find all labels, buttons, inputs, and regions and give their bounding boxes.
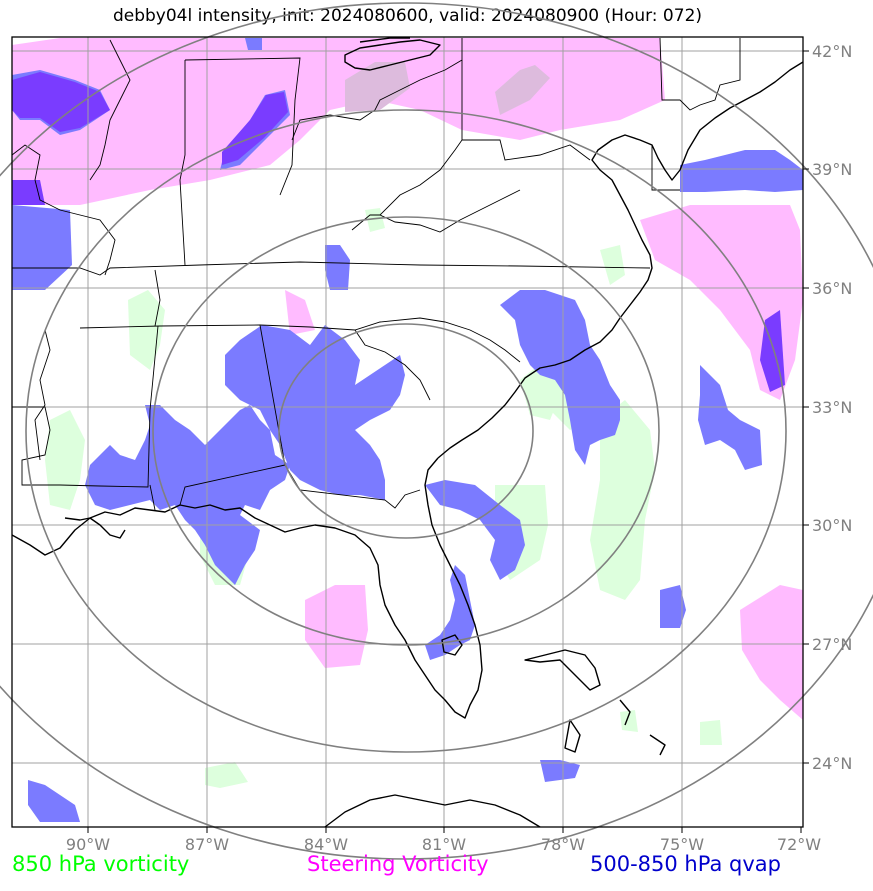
lon-label-87w: 87°W (185, 835, 229, 854)
lat-label-27n: 27°N (812, 635, 852, 654)
steering-muted-layer (345, 62, 550, 115)
steering-vorticity-layer (12, 38, 803, 720)
lat-label-33n: 33°N (812, 398, 852, 417)
lat-label-36n: 36°N (812, 279, 852, 298)
lat-label-39n: 39°N (812, 160, 852, 179)
lat-label-42n: 42°N (812, 42, 852, 61)
lon-label-75w: 75°W (660, 835, 704, 854)
lon-label-90w: 90°W (66, 835, 110, 854)
tick-marks (87, 50, 809, 833)
latitude-labels: 42°N 39°N 36°N 33°N 30°N 27°N 24°N (812, 42, 852, 773)
legend-qvap: 500-850 hPa qvap (590, 852, 781, 876)
lon-label-72w: 72°W (777, 835, 821, 854)
lon-label-78w: 78°W (541, 835, 585, 854)
map-frame (11, 36, 804, 828)
lon-label-81w: 81°W (422, 835, 466, 854)
lon-label-84w: 84°W (304, 835, 348, 854)
state-borders (11, 37, 741, 511)
lat-label-30n: 30°N (812, 516, 852, 535)
legend-steering-vorticity: Steering Vorticity (307, 852, 489, 876)
longitude-labels: 90°W 87°W 84°W 81°W 78°W 75°W 72°W (66, 835, 821, 854)
legend-850-vorticity: 850 hPa vorticity (12, 852, 190, 876)
coastlines-borders (11, 37, 804, 828)
lat-label-24n: 24°N (812, 754, 852, 773)
range-rings (0, 2, 873, 860)
